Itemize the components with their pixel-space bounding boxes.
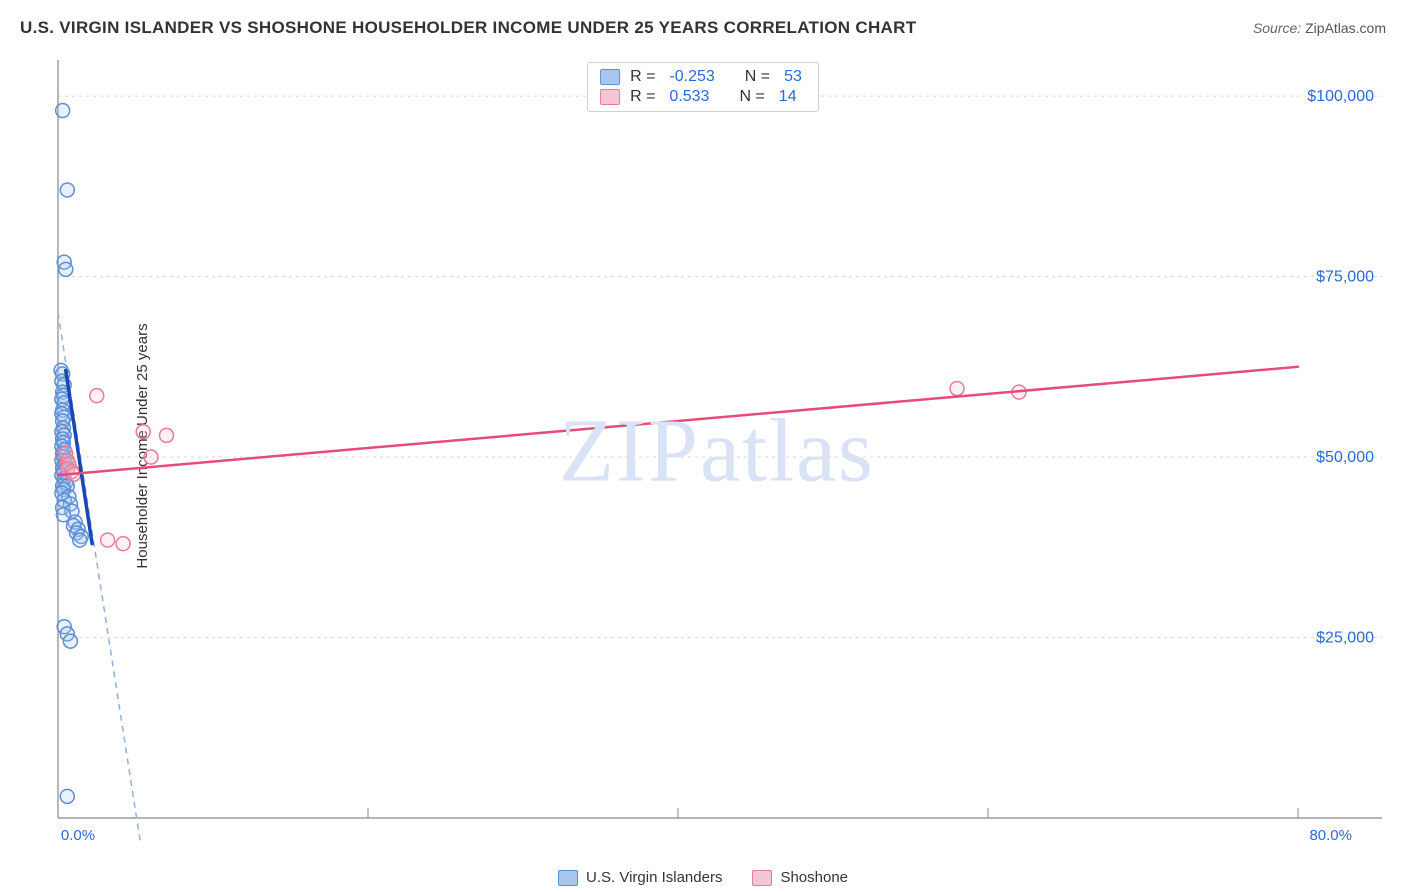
legend-row-series-1: R = 0.533 N = 14 xyxy=(600,87,806,107)
legend-r-label: R = xyxy=(630,68,655,86)
legend-series: U.S. Virgin Islanders Shoshone xyxy=(558,869,848,886)
source-label: Source: xyxy=(1253,20,1301,36)
legend-swatch-1 xyxy=(600,89,620,105)
legend-r-label: R = xyxy=(630,88,655,106)
legend-r-value-0: -0.253 xyxy=(665,68,718,86)
legend-r-value-1: 0.533 xyxy=(665,88,713,106)
legend-swatch-bottom-0 xyxy=(558,870,578,886)
chart-svg: $25,000 $50,000 $75,000 $100,000 0.0% 80.0% xyxy=(52,58,1382,844)
legend-correlation: R = -0.253 N = 53 R = 0.533 N = 14 xyxy=(587,62,819,112)
legend-item-1: Shoshone xyxy=(752,869,848,886)
legend-n-label: N = xyxy=(739,88,764,106)
legend-row-series-0: R = -0.253 N = 53 xyxy=(600,67,806,87)
source-value: ZipAtlas.com xyxy=(1305,20,1386,36)
svg-text:80.0%: 80.0% xyxy=(1309,827,1352,844)
svg-text:$100,000: $100,000 xyxy=(1307,88,1374,105)
svg-text:$50,000: $50,000 xyxy=(1316,449,1374,466)
chart-area: ZIPatlas $25,000$50,000$75,000$100,0000.… xyxy=(52,58,1382,844)
svg-text:$75,000: $75,000 xyxy=(1316,269,1374,286)
legend-item-0: U.S. Virgin Islanders xyxy=(558,869,722,886)
chart-title: U.S. VIRGIN ISLANDER VS SHOSHONE HOUSEHO… xyxy=(20,18,916,38)
legend-label-0: U.S. Virgin Islanders xyxy=(586,869,722,886)
header: U.S. VIRGIN ISLANDER VS SHOSHONE HOUSEHO… xyxy=(20,18,1386,38)
legend-label-1: Shoshone xyxy=(780,869,848,886)
legend-swatch-bottom-1 xyxy=(752,870,772,886)
legend-swatch-0 xyxy=(600,69,620,85)
legend-n-value-0: 53 xyxy=(780,68,806,86)
svg-text:0.0%: 0.0% xyxy=(61,827,95,844)
legend-n-value-1: 14 xyxy=(775,88,801,106)
legend-n-label: N = xyxy=(745,68,770,86)
source: Source: ZipAtlas.com xyxy=(1253,20,1386,36)
svg-text:$25,000: $25,000 xyxy=(1316,630,1374,647)
